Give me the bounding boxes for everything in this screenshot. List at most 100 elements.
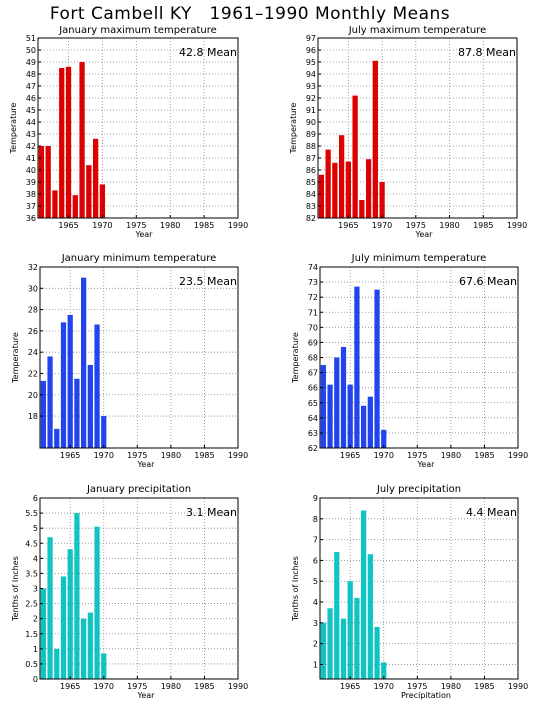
bar-1968 [87,612,93,679]
y-tick-label: 38 [26,190,36,199]
bar-1962 [325,149,331,218]
x-tick-label: 1975 [127,682,147,691]
y-tick-label: 6 [33,494,38,503]
chart-title: July maximum temperature [348,25,487,36]
bar-1961 [40,588,46,679]
y-tick-label: 1 [313,660,318,669]
bar-1961 [40,380,46,448]
y-tick-label: 68 [308,354,318,363]
bar-1968 [367,554,373,679]
bar-1966 [352,95,358,218]
y-tick-label: 65 [308,399,318,408]
y-tick-label: 88 [306,142,316,151]
bar-1967 [359,200,365,218]
y-tick-label: 64 [308,414,318,423]
y-tick-label: 62 [308,444,318,453]
y-tick-label: 96 [306,46,316,55]
bar-1965 [67,314,73,448]
x-tick-label: 1965 [60,451,80,460]
x-tick-label: 1980 [441,451,461,460]
y-tick-label: 84 [306,190,316,199]
bar-1967 [361,510,367,679]
chart-title: July minimum temperature [351,253,487,264]
y-tick-label: 47 [26,82,36,91]
bar-1963 [52,190,58,218]
y-tick-label: 39 [26,178,36,187]
y-axis-label: Tenths of Inches [11,556,20,622]
x-tick-label: 1980 [161,451,181,460]
y-tick-label: 8 [313,515,318,524]
bar-1961 [320,622,326,679]
y-tick-label: 32 [28,263,38,272]
x-axis-label: Year [417,460,436,469]
x-tick-label: 1965 [340,682,360,691]
y-tick-label: 89 [306,130,316,139]
bar-1964 [340,618,347,679]
bar-1964 [59,68,65,218]
y-tick-label: 3.5 [25,569,38,578]
bar-1965 [67,549,73,679]
plot-frame [39,266,239,449]
x-tick-label: 1980 [160,221,180,230]
y-tick-label: 45 [26,106,36,115]
bar-1962 [327,608,333,679]
bar-1963 [334,552,340,679]
y-tick-label: 7 [313,536,318,545]
bar-1964 [338,135,345,218]
y-tick-label: 0 [33,675,38,684]
x-tick-label: 1975 [126,221,146,230]
bar-1964 [60,576,67,679]
chart-jan-min-temp: January minimum temperature 18 20 22 24 26 28 3… [11,253,248,469]
bar-1964 [340,346,347,448]
bar-1970 [379,182,385,218]
y-tick-label: 9 [313,494,318,503]
y-tick-label: 37 [26,202,36,211]
y-tick-label: 5 [313,577,318,586]
y-tick-label: 46 [26,94,36,103]
bar-1970 [99,184,106,218]
y-tick-label: 97 [306,34,316,43]
bar-1968 [86,165,92,218]
y-tick-label: 36 [26,214,36,223]
x-tick-label: 1980 [441,682,461,691]
x-tick-label: 1990 [508,682,528,691]
y-tick-label: 1.5 [25,630,38,639]
y-tick-label: 0.5 [25,660,38,669]
x-tick-label: 1985 [474,451,494,460]
y-tick-label: 63 [308,429,318,438]
y-axis-label: Temperature [289,103,298,155]
x-tick-label: 1965 [338,221,358,230]
x-tick-label: 1965 [60,682,80,691]
y-tick-label: 41 [26,154,36,163]
gridlines [40,267,238,448]
chart-jan-precip: January precipitation 0 0.5 1 1.5 2 2.5 3 3.5 4 4.… [11,484,248,700]
y-tick-label: 94 [306,70,316,79]
y-tick-label: 92 [306,94,316,103]
y-tick-label: 26 [28,327,38,336]
bar-1966 [74,378,80,448]
y-tick-label: 70 [308,323,318,332]
x-tick-label: 1990 [508,451,528,460]
bar-1968 [367,396,373,448]
bar-1965 [347,384,353,448]
bar-1967 [361,405,367,448]
y-tick-label: 83 [306,202,316,211]
chart-jan-max-temp: January maximum temperature 36 37 38 39 40 41 4… [9,25,248,239]
y-tick-label: 90 [306,118,316,127]
gridlines [320,498,518,679]
x-tick-label: 1970 [92,221,112,230]
y-tick-label: 93 [306,82,316,91]
bar-1965 [345,161,351,218]
y-tick-label: 6 [313,556,318,565]
bar-1961 [320,365,326,448]
y-tick-label: 3 [33,585,38,594]
x-tick-label: 1985 [194,682,214,691]
bar-1970 [381,429,387,448]
bar-1965 [347,581,353,679]
bar-1962 [47,356,53,448]
y-tick-label: 5 [33,524,38,533]
mean-annotation: 87.8 Mean [458,46,516,59]
bar-1963 [334,357,340,448]
chart-title: January precipitation [86,484,191,495]
bar-1969 [372,60,378,218]
